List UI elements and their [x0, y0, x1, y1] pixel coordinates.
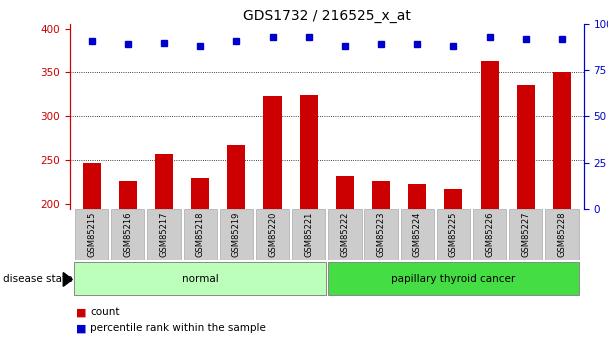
Bar — [155, 154, 173, 209]
Text: ■: ■ — [76, 307, 86, 317]
Text: GSM85218: GSM85218 — [196, 212, 205, 257]
FancyBboxPatch shape — [219, 209, 253, 260]
Text: count: count — [90, 307, 120, 317]
Bar — [263, 96, 282, 209]
Text: GSM85215: GSM85215 — [87, 212, 96, 257]
Text: percentile rank within the sample: percentile rank within the sample — [90, 324, 266, 333]
FancyBboxPatch shape — [256, 209, 289, 260]
Text: normal: normal — [182, 274, 218, 284]
Bar — [372, 181, 390, 209]
FancyBboxPatch shape — [545, 209, 579, 260]
Text: GSM85227: GSM85227 — [521, 212, 530, 257]
Bar — [336, 176, 354, 209]
FancyBboxPatch shape — [75, 209, 108, 260]
Text: GSM85224: GSM85224 — [413, 212, 422, 257]
FancyBboxPatch shape — [147, 209, 181, 260]
Title: GDS1732 / 216525_x_at: GDS1732 / 216525_x_at — [243, 9, 411, 23]
Text: GSM85225: GSM85225 — [449, 212, 458, 257]
FancyBboxPatch shape — [184, 209, 217, 260]
Bar — [517, 85, 535, 209]
Text: GSM85217: GSM85217 — [159, 212, 168, 257]
Bar — [444, 189, 463, 209]
Text: GSM85220: GSM85220 — [268, 212, 277, 257]
Text: GSM85226: GSM85226 — [485, 212, 494, 257]
FancyBboxPatch shape — [473, 209, 506, 260]
Text: GSM85228: GSM85228 — [558, 212, 567, 257]
Text: papillary thyroid cancer: papillary thyroid cancer — [392, 274, 516, 284]
Text: GSM85222: GSM85222 — [340, 212, 350, 257]
FancyBboxPatch shape — [364, 209, 398, 260]
FancyBboxPatch shape — [328, 262, 579, 295]
Text: GSM85221: GSM85221 — [304, 212, 313, 257]
Bar — [227, 145, 246, 209]
Bar — [83, 163, 101, 209]
Bar — [191, 178, 209, 209]
Bar — [408, 184, 426, 209]
FancyBboxPatch shape — [292, 209, 325, 260]
Text: ■: ■ — [76, 324, 86, 333]
Text: GSM85223: GSM85223 — [376, 212, 385, 257]
Bar — [553, 72, 571, 209]
Bar — [119, 180, 137, 209]
FancyBboxPatch shape — [111, 209, 145, 260]
FancyBboxPatch shape — [437, 209, 470, 260]
FancyBboxPatch shape — [328, 209, 362, 260]
FancyBboxPatch shape — [74, 262, 326, 295]
FancyBboxPatch shape — [401, 209, 434, 260]
Bar — [480, 61, 499, 209]
Text: disease state: disease state — [3, 275, 72, 284]
Text: GSM85219: GSM85219 — [232, 212, 241, 257]
Text: GSM85216: GSM85216 — [123, 212, 133, 257]
FancyBboxPatch shape — [509, 209, 542, 260]
Bar — [300, 95, 318, 209]
